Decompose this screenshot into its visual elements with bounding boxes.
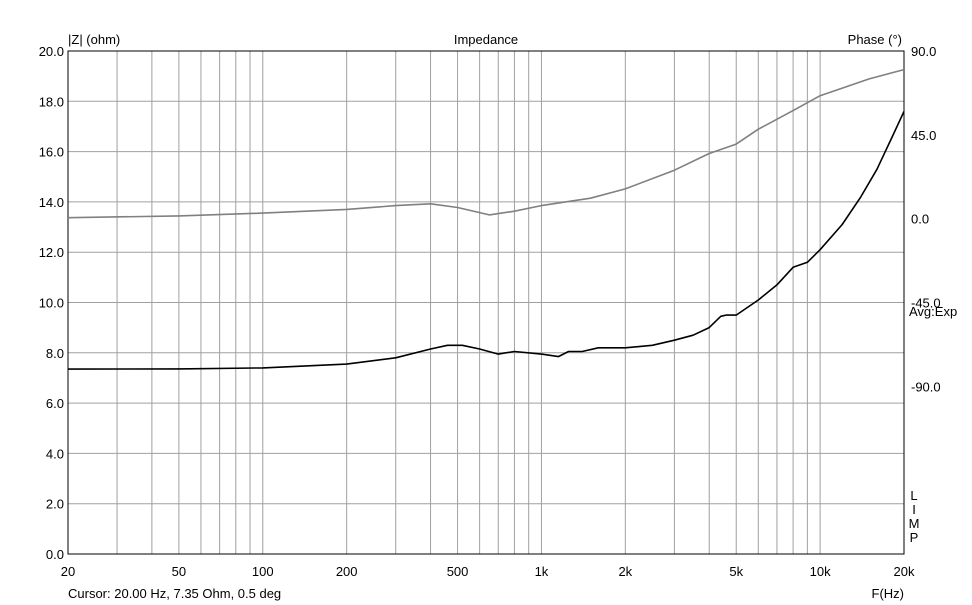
x-tick-label: 200 [336, 564, 358, 579]
x-tick-label: 1k [535, 564, 549, 579]
y-tick-labels-left: 0.0 2.0 4.0 6.0 8.0 10.0 12.0 14.0 16.0 18.0 20.0 [39, 44, 64, 562]
y-tick-label-left: 6.0 [46, 396, 64, 411]
chart-title: Impedance [454, 32, 518, 47]
phase-series-line [67, 68, 905, 219]
x-tick-labels: 20 50 100 200 500 1k 2k 5k 10k 20k [61, 564, 915, 579]
x-tick-label: 10k [810, 564, 831, 579]
y-tick-label-left: 20.0 [39, 44, 64, 59]
x-tick-label: 5k [729, 564, 743, 579]
y-tick-label-right: 0.0 [911, 212, 929, 227]
x-axis-label: F(Hz) [872, 586, 905, 601]
x-tick-label: 500 [447, 564, 469, 579]
averaging-label: Avg:Exp [909, 304, 957, 319]
y-tick-label-left: 14.0 [39, 195, 64, 210]
y-tick-label-left: 4.0 [46, 446, 64, 461]
cursor-readout: Cursor: 20.00 Hz, 7.35 Ohm, 0.5 deg [68, 586, 281, 601]
limp-letter: L [910, 488, 917, 503]
y-tick-label-left: 0.0 [46, 547, 64, 562]
limp-letter: P [910, 530, 919, 545]
x-tick-label: 20k [894, 564, 915, 579]
y-axis-label-left: |Z| (ohm) [68, 32, 120, 47]
y-tick-label-left: 10.0 [39, 296, 64, 311]
y-tick-label-left: 8.0 [46, 346, 64, 361]
y-tick-label-right: 45.0 [911, 128, 936, 143]
y-axis-label-right: Phase (°) [848, 32, 902, 47]
y-tick-label-right: -90.0 [911, 379, 941, 394]
y-tick-label-left: 2.0 [46, 497, 64, 512]
y-tick-label-right: -45.0 [911, 296, 941, 311]
x-tick-label: 50 [172, 564, 186, 579]
limp-letter: M [909, 516, 920, 531]
series-layer [67, 68, 905, 370]
y-tick-label-left: 18.0 [39, 94, 64, 109]
y-tick-label-left: 16.0 [39, 145, 64, 160]
x-tick-label: 20 [61, 564, 75, 579]
x-tick-label: 2k [618, 564, 632, 579]
y-tick-labels-right: 90.0 45.0 0.0 -45.0 -90.0 [911, 44, 941, 394]
impedance-series-line [67, 111, 905, 370]
plot-frame [67, 50, 905, 555]
limp-letter: I [912, 502, 916, 517]
y-tick-label-left: 12.0 [39, 245, 64, 260]
grid [68, 51, 904, 554]
x-tick-label: 100 [252, 564, 274, 579]
y-tick-label-right: 90.0 [911, 44, 936, 59]
